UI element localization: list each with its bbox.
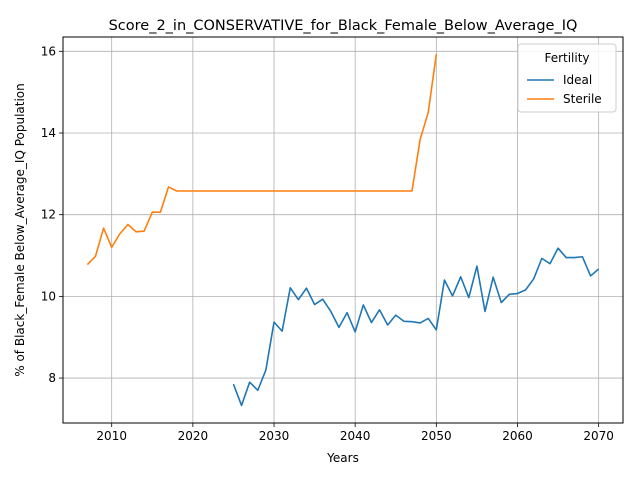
y-tick-label: 10 xyxy=(41,289,56,303)
series-lines xyxy=(86,54,600,407)
legend-label-sterile: Sterile xyxy=(563,92,602,106)
axis-ticks: 2010 2020 2030 2040 2050 2060 2070 8 10 12 14 16 xyxy=(41,44,614,443)
legend-label-ideal: Ideal xyxy=(563,73,592,87)
grid-lines xyxy=(63,37,623,423)
legend-title: Fertility xyxy=(544,51,589,65)
plot-frame xyxy=(62,36,624,424)
legend: Fertility Ideal Sterile xyxy=(517,43,617,113)
x-tick-label: 2050 xyxy=(421,429,452,443)
legend-box xyxy=(517,43,617,113)
x-tick-label: 2040 xyxy=(340,429,371,443)
x-tick-label: 2030 xyxy=(259,429,290,443)
y-tick-label: 16 xyxy=(41,44,56,58)
y-tick-label: 14 xyxy=(41,126,56,140)
y-axis-label: % of Black_Female Below_Average_IQ Popul… xyxy=(13,83,27,377)
y-tick-label: 8 xyxy=(48,371,56,385)
x-tick-label: 2010 xyxy=(96,429,127,443)
x-tick-label: 2060 xyxy=(502,429,533,443)
chart-title: Score_2_in_CONSERVATIVE_for_Black_Female… xyxy=(109,18,578,34)
series-line-ideal xyxy=(232,247,600,407)
y-tick-label: 12 xyxy=(41,208,56,222)
x-tick-label: 2020 xyxy=(178,429,209,443)
x-tick-label: 2070 xyxy=(583,429,614,443)
series-line-sterile xyxy=(86,54,438,266)
x-axis-label: Years xyxy=(326,451,359,465)
